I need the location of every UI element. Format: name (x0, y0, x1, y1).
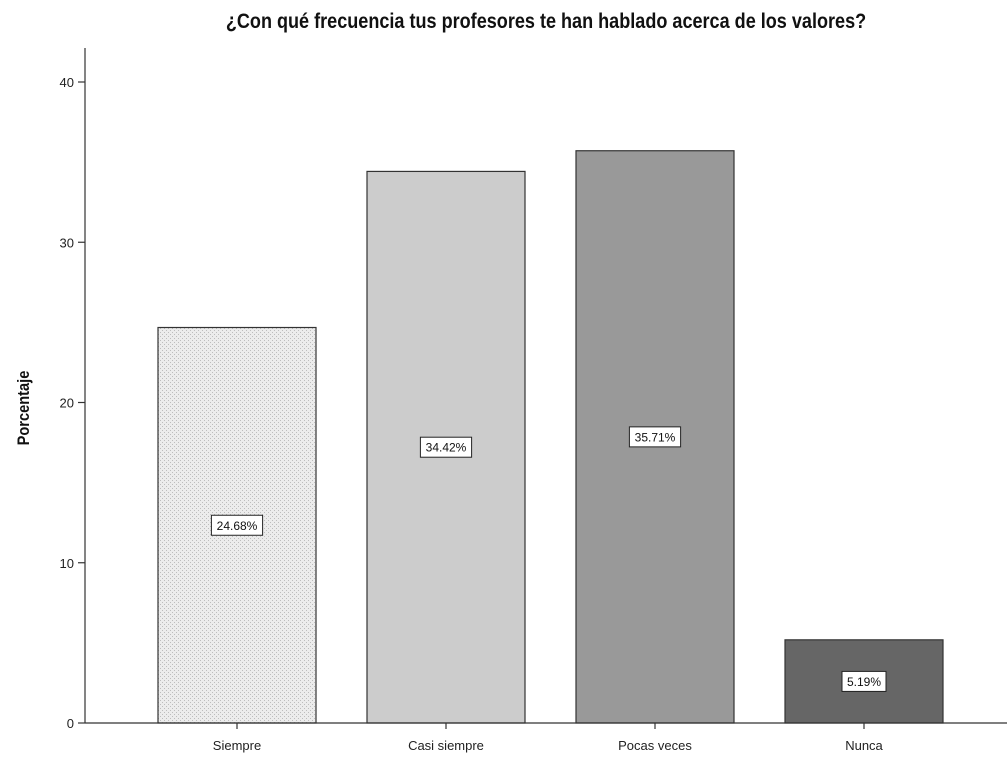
data-label: 24.68% (217, 519, 258, 533)
data-label: 5.19% (847, 675, 881, 689)
data-label-box (628, 426, 682, 448)
x-tick-label: Pocas veces (618, 738, 692, 753)
y-tick-label: 10 (60, 556, 74, 571)
data-label-box (210, 514, 264, 536)
data-label: 35.71% (635, 430, 676, 444)
axes-layer: 0 10 20 30 40 Siempre Casi siempre Pocas veces N… (60, 48, 1007, 753)
bars-layer: 24.68% 34.42% 35.71% 5.19% (157, 150, 944, 724)
x-tick-label: Nunca (845, 738, 883, 753)
data-label-box (841, 670, 887, 692)
x-tick-label: Casi siempre (408, 738, 484, 753)
y-tick-label: 0 (67, 716, 74, 731)
chart-title: ¿Con qué frecuencia tus profesores te ha… (225, 10, 867, 33)
bar-casi-siempre (366, 170, 526, 724)
data-label: 34.42% (426, 441, 467, 455)
data-label-box (419, 436, 473, 458)
x-tick-label: Siempre (213, 738, 261, 753)
y-tick-label: 30 (60, 235, 74, 250)
y-tick-label: 20 (60, 396, 74, 411)
y-tick-label: 40 (60, 75, 74, 90)
